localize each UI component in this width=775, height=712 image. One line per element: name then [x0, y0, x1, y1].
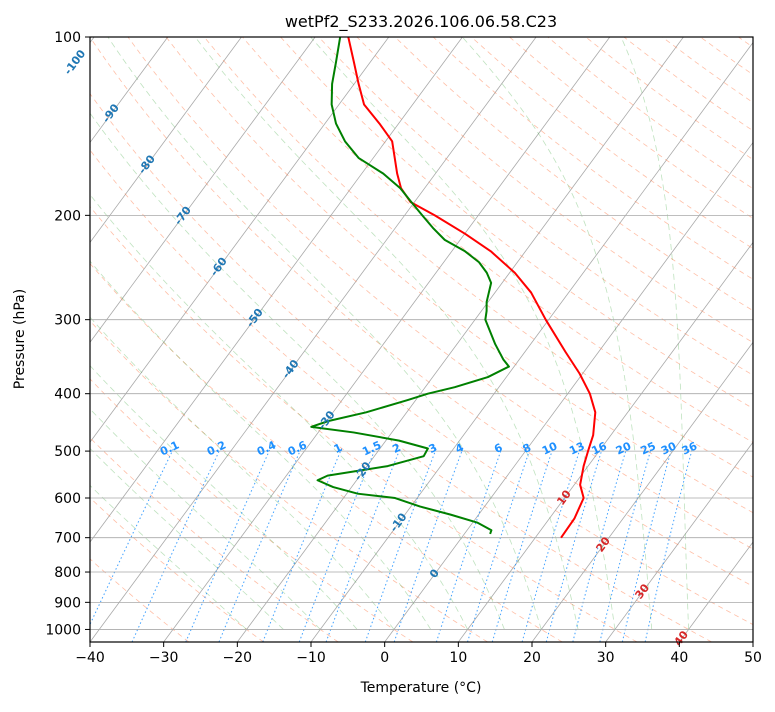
y-tick-label: 800 [54, 565, 81, 581]
x-tick-label: −40 [75, 650, 105, 666]
y-tick-label: 200 [54, 208, 81, 224]
x-tick-label: 10 [449, 650, 467, 666]
y-tick-label: 300 [54, 313, 81, 329]
y-tick-label: 700 [54, 531, 81, 547]
x-tick-label: 40 [670, 650, 688, 666]
x-tick-label: −20 [223, 650, 253, 666]
y-tick-label: 400 [54, 387, 81, 403]
x-tick-label: −30 [149, 650, 179, 666]
x-tick-label: 30 [597, 650, 615, 666]
x-tick-label: 0 [380, 650, 389, 666]
y-axis-label: Pressure (hPa) [12, 289, 28, 389]
x-tick-label: 20 [523, 650, 541, 666]
x-tick-label: 50 [744, 650, 762, 666]
chart-title: wetPf2_S233.2026.106.06.58.C23 [285, 12, 557, 32]
y-tick-label: 1000 [45, 622, 81, 638]
x-tick-label: −10 [296, 650, 326, 666]
y-tick-label: 100 [54, 30, 81, 46]
y-tick-label: 900 [54, 595, 81, 611]
y-tick-label: 500 [54, 444, 81, 460]
x-axis-label: Temperature (°C) [360, 680, 482, 696]
y-tick-label: 600 [54, 491, 81, 507]
